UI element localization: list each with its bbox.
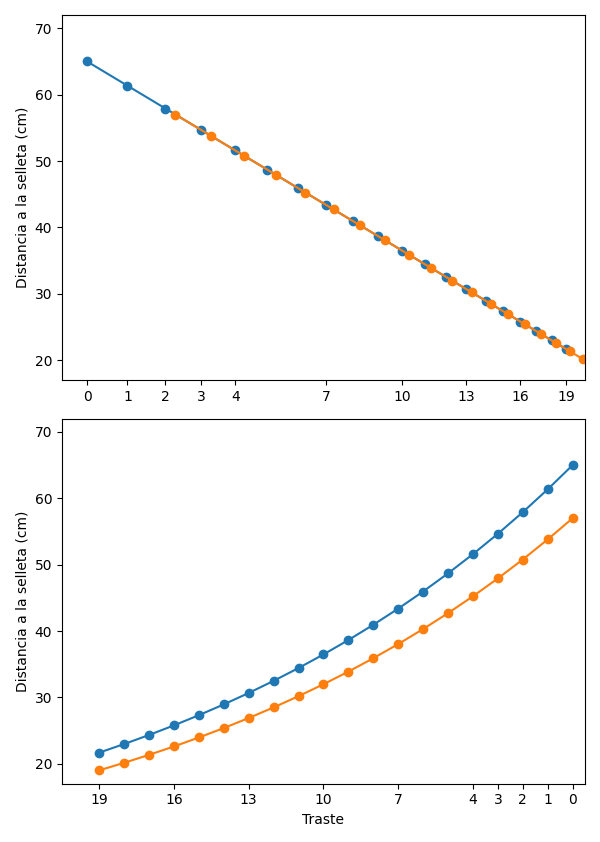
Y-axis label: Distancia a la selleta (cm): Distancia a la selleta (cm) xyxy=(15,107,29,288)
X-axis label: Traste: Traste xyxy=(302,813,344,827)
Y-axis label: Distancia a la selleta (cm): Distancia a la selleta (cm) xyxy=(15,510,29,692)
